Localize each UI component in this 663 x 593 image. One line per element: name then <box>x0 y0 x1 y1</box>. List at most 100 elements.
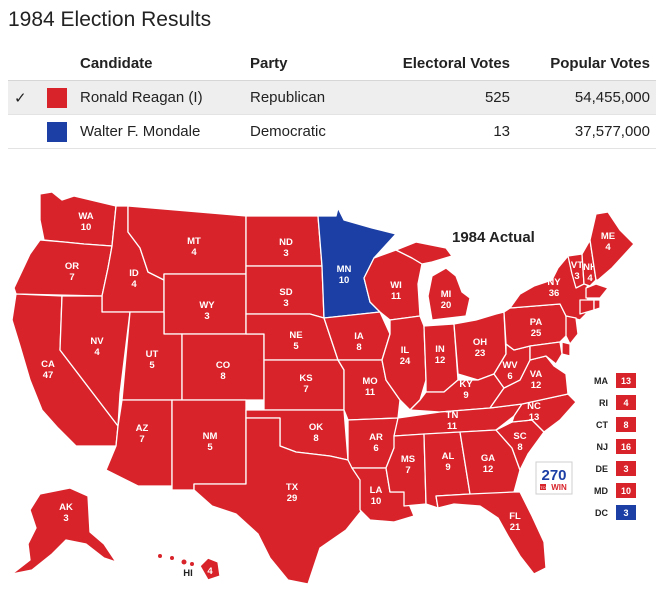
state-VT[interactable] <box>567 253 585 289</box>
state-ev-TN: 11 <box>447 421 458 432</box>
state-ev-AL: 9 <box>445 462 450 473</box>
state-ev-TX: 29 <box>287 493 298 504</box>
party-color-swatch <box>47 87 67 108</box>
state-CT[interactable] <box>579 299 595 315</box>
state-label-NV: NV <box>90 336 104 347</box>
state-label-WV: WV <box>502 360 518 371</box>
state-ev-MI: 20 <box>441 300 452 311</box>
state-label-SC: SC <box>513 431 526 442</box>
state-DE[interactable] <box>561 341 571 357</box>
candidate-party: Democratic <box>250 114 360 149</box>
state-ev-ID: 4 <box>131 279 137 290</box>
header-color-col <box>32 46 80 81</box>
state-ev-MN: 10 <box>339 275 350 286</box>
state-label-AR: AR <box>369 432 383 443</box>
state-label-NH: NH <box>583 262 597 273</box>
state-ev-NY: 36 <box>549 288 560 299</box>
state-label-VT: VT <box>571 260 583 271</box>
header-electoral-votes[interactable]: Electoral Votes <box>360 46 510 81</box>
state-FL[interactable] <box>435 491 547 575</box>
winner-checkmark-icon: ✓ <box>8 80 32 115</box>
state-ev-PA: 25 <box>531 328 542 339</box>
state-ev-WI: 11 <box>391 291 402 302</box>
small-state-box-CT[interactable] <box>616 417 636 432</box>
state-MI[interactable] <box>395 241 471 321</box>
state-ev-KS: 7 <box>303 384 308 395</box>
small-state-box-MD[interactable] <box>616 483 636 498</box>
state-label-SD: SD <box>279 287 292 298</box>
logo-red-mark <box>540 484 546 490</box>
state-ev-NC: 13 <box>529 412 540 423</box>
state-NH[interactable] <box>581 239 597 287</box>
candidate-party: Republican <box>250 80 360 115</box>
header-candidate[interactable]: Candidate <box>80 46 250 81</box>
state-ev-KY: 9 <box>463 390 468 401</box>
hawaii-island <box>158 554 162 558</box>
state-ev-GA: 12 <box>483 464 494 475</box>
state-label-ME: ME <box>601 231 615 242</box>
small-state-box-NJ[interactable] <box>616 439 636 454</box>
state-ev-HI: 4 <box>207 566 213 577</box>
small-state-box-RI[interactable] <box>616 395 636 410</box>
state-ev-WY: 3 <box>204 311 209 322</box>
hawaii-island <box>181 559 187 565</box>
state-MD[interactable] <box>529 341 563 365</box>
header-party[interactable]: Party <box>250 46 360 81</box>
candidate-popular-votes: 54,455,000 <box>510 80 656 115</box>
state-ev-WA: 10 <box>81 222 92 233</box>
state-HI[interactable] <box>199 557 221 581</box>
small-state-ev-DE: 3 <box>623 464 628 474</box>
state-label-WY: WY <box>199 300 215 311</box>
state-label-PA: PA <box>530 317 543 328</box>
state-ev-AK: 3 <box>63 513 68 524</box>
state-label-AZ: AZ <box>136 423 149 434</box>
state-NJ[interactable] <box>565 315 579 345</box>
state-OR[interactable] <box>13 239 113 297</box>
state-ev-VA: 12 <box>531 380 542 391</box>
candidate-electoral-votes: 13 <box>360 114 510 149</box>
state-label-CA: CA <box>41 359 55 370</box>
state-label-IN: IN <box>435 344 445 355</box>
state-TX[interactable] <box>193 417 363 585</box>
state-ev-NH: 4 <box>587 273 593 284</box>
logo-word: WIN <box>551 483 567 492</box>
state-label-LA: LA <box>370 485 383 496</box>
state-ev-SD: 3 <box>283 298 288 309</box>
state-label-FL: FL <box>509 511 521 522</box>
small-state-ev-CT: 8 <box>623 420 628 430</box>
state-label-TN: TN <box>446 410 459 421</box>
state-ev-MS: 7 <box>405 465 410 476</box>
small-state-ev-MA: 13 <box>621 376 631 386</box>
state-NV[interactable] <box>59 295 131 427</box>
header-check-col <box>8 46 32 81</box>
logo-prefix: TO <box>540 485 545 490</box>
state-MA[interactable] <box>585 283 609 299</box>
state-label-MO: MO <box>362 376 377 387</box>
winner-checkmark-icon <box>8 114 32 149</box>
table-header-row: Candidate Party Electoral Votes Popular … <box>8 46 656 81</box>
state-label-NM: NM <box>203 431 218 442</box>
state-label-KS: KS <box>299 373 312 384</box>
state-ev-NV: 4 <box>94 347 100 358</box>
table-row[interactable]: ✓ Ronald Reagan (I) Republican 525 54,45… <box>8 80 656 115</box>
header-popular-votes[interactable]: Popular Votes <box>510 46 656 81</box>
state-label-ND: ND <box>279 237 293 248</box>
table-row[interactable]: Walter F. Mondale Democratic 13 37,577,0… <box>8 114 656 149</box>
state-ev-ND: 3 <box>283 248 288 259</box>
state-RI[interactable] <box>593 299 601 311</box>
state-label-CO: CO <box>216 360 230 371</box>
state-ME[interactable] <box>589 211 635 281</box>
state-label-NC: NC <box>527 401 541 412</box>
state-label-OK: OK <box>309 422 323 433</box>
state-AK[interactable] <box>11 487 117 575</box>
state-ev-AZ: 7 <box>139 434 144 445</box>
small-state-box-DE[interactable] <box>616 461 636 476</box>
state-label-IL: IL <box>401 345 410 356</box>
small-state-box-DC[interactable] <box>616 505 636 520</box>
small-state-box-MA[interactable] <box>616 373 636 388</box>
state-label-ID: ID <box>129 268 139 279</box>
270towin-logo[interactable]: 270 TO WIN <box>535 461 573 495</box>
state-label-MS: MS <box>401 454 415 465</box>
state-ev-OR: 7 <box>69 272 74 283</box>
state-ev-OH: 23 <box>475 348 486 359</box>
